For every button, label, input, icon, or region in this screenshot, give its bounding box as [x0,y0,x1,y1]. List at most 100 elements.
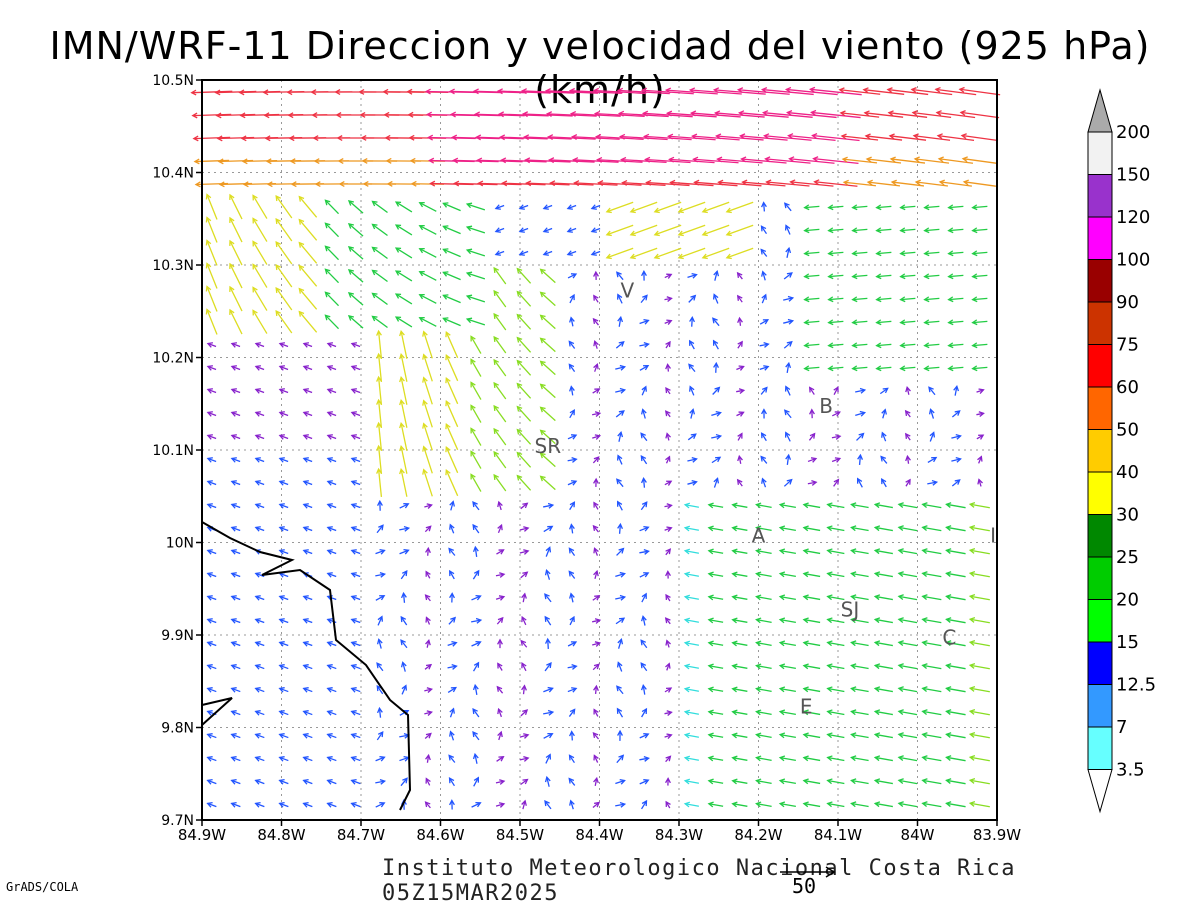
wind-arrow [875,641,893,646]
wind-arrow [738,296,742,302]
wind-arrow [877,297,892,302]
wind-arrow [882,433,886,441]
city-label: E [800,695,813,719]
wind-arrow [828,779,845,784]
wind-arrow [946,710,965,715]
wind-arrow [450,732,455,741]
wind-arrow [639,550,648,555]
wind-arrow [709,549,723,554]
wind-arrow [828,802,845,807]
wind-arrow [875,687,893,692]
wind-arrow [762,203,767,212]
wind-arrow [631,202,657,212]
wind-arrow [642,387,646,396]
wind-arrow [738,342,742,348]
wind-arrow [761,457,767,464]
wind-arrow [829,228,844,233]
wind-arrow [615,573,624,578]
lon-tick-label: 84.1W [814,826,862,844]
wind-arrow [372,201,387,212]
wind-arrow [785,410,791,418]
wind-arrow [828,733,845,738]
wind-arrow [639,757,648,762]
wind-arrow [641,663,646,671]
wind-arrow [946,618,965,623]
wind-arrow [923,687,942,692]
colorbar-label: 15 [1116,632,1139,653]
wind-arrow [494,452,506,468]
colorbar-swatch [1088,557,1112,600]
wind-arrow [592,228,600,233]
wind-arrow [208,596,216,601]
wind-arrow [425,526,430,531]
wind-arrow [970,503,990,508]
wind-arrow [786,387,791,396]
wind-arrow [655,248,681,258]
wind-arrow [522,663,526,671]
wind-arrow [949,251,964,256]
wind-arrow [727,248,753,258]
wind-arrow [946,503,965,508]
colorbar-label: 12.5 [1116,675,1156,696]
wind-arrow [899,641,917,646]
wind-arrow [276,311,292,333]
wind-arrow [232,665,241,670]
wind-arrow [446,447,458,473]
wind-arrow [829,205,844,210]
wind-arrow [206,241,217,266]
grads-credit: GrADS/COLA [6,880,78,894]
wind-arrow [569,548,574,555]
wind-arrow [299,220,316,241]
wind-arrow [923,549,942,554]
wind-arrow [804,572,820,577]
colorbar-label: 50 [1116,420,1139,441]
colorbar-label: 90 [1116,292,1139,313]
colorbar-swatch [1088,600,1112,643]
wind-arrow [733,572,748,577]
wind-arrow [592,412,600,417]
lon-tick-label: 84.6W [416,826,464,844]
wind-arrow [546,777,551,787]
wind-arrow [784,480,791,487]
wind-arrow [208,619,216,624]
wind-arrow [494,291,506,307]
wind-arrow [733,664,748,669]
wind-arrow [685,779,699,784]
wind-arrow [328,504,336,509]
wind-arrow [685,756,699,761]
wind-arrow [517,315,530,330]
wind-arrow [616,342,623,348]
wind-arrow [780,733,796,738]
wind-arrow [594,686,599,694]
wind-arrow [304,803,313,808]
wind-arrow [973,274,988,279]
wind-arrow [733,687,748,692]
wind-arrow [541,407,556,420]
wind-arrow [607,248,633,258]
wind-arrow [328,665,337,670]
wind-arrow [727,202,753,212]
wind-arrow [970,595,990,600]
wind-arrow [882,479,887,487]
wind-arrow [450,571,455,579]
reference-vector-label: 50 [792,874,816,898]
wind-arrow [666,778,671,785]
wind-arrow [232,435,240,440]
wind-arrow [520,734,528,739]
colorbar-swatch [1088,175,1112,218]
wind-arrow [786,248,791,258]
wind-arrow [946,549,965,554]
wind-arrow [232,527,240,532]
wind-arrow [762,226,767,233]
wind-arrow [544,526,552,531]
wind-arrow [786,363,791,373]
wind-arrow [206,195,217,220]
wind-arrow [666,641,671,648]
wind-arrow [762,410,767,419]
wind-arrow [541,384,556,397]
wind-arrow [858,455,863,465]
colorbar-swatch [1088,430,1112,473]
wind-arrow [642,616,647,625]
wind-arrow [299,266,316,287]
lon-tick-label: 84W [901,826,935,844]
